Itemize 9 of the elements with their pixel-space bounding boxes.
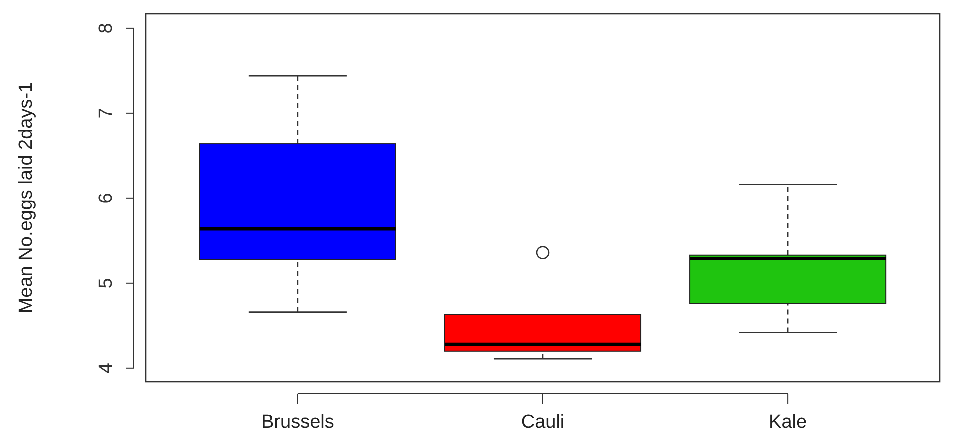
y-tick-label: 8 bbox=[96, 23, 117, 34]
y-tick-label: 5 bbox=[96, 278, 117, 289]
x-tick-label: Brussels bbox=[262, 412, 334, 433]
x-tick-label: Cauli bbox=[521, 412, 565, 433]
y-tick-label: 7 bbox=[96, 108, 117, 119]
y-tick-label: 4 bbox=[96, 362, 117, 374]
y-axis-title: Mean No.eggs laid 2days-1 bbox=[16, 82, 37, 314]
x-tick-label: Kale bbox=[769, 412, 808, 433]
y-tick-label: 6 bbox=[96, 193, 117, 204]
